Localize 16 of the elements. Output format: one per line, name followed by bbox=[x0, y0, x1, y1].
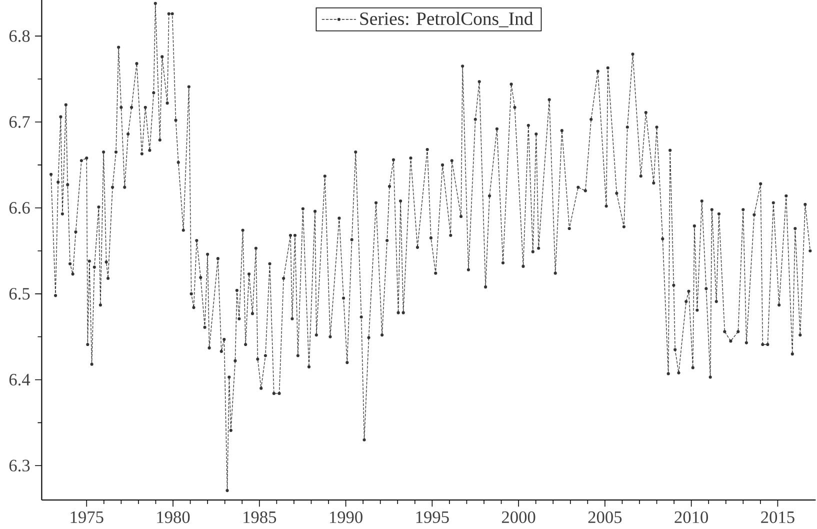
y-tick-label: 6.6 bbox=[9, 202, 30, 214]
y-tick-label: 6.8 bbox=[9, 30, 30, 42]
x-tick-label: 1985 bbox=[244, 511, 276, 524]
x-tick-label: 2015 bbox=[761, 511, 794, 524]
x-tick-label: 2010 bbox=[674, 511, 708, 524]
x-tick-label: 1975 bbox=[70, 511, 104, 524]
y-tick-label: 6.3 bbox=[9, 460, 30, 472]
y-tick-label: 6.5 bbox=[9, 288, 30, 300]
legend-label: Series: PetrolCons_Ind bbox=[360, 12, 534, 28]
y-tick-label: 6.4 bbox=[9, 374, 30, 386]
y-tick-label: 6.7 bbox=[9, 116, 30, 128]
x-tick-label: 2000 bbox=[502, 511, 536, 524]
x-tick-label: 2005 bbox=[588, 511, 622, 524]
x-tick-label: 1980 bbox=[157, 511, 190, 524]
x-tick-label: 1990 bbox=[330, 511, 362, 524]
x-tick-label: 1995 bbox=[416, 511, 449, 524]
